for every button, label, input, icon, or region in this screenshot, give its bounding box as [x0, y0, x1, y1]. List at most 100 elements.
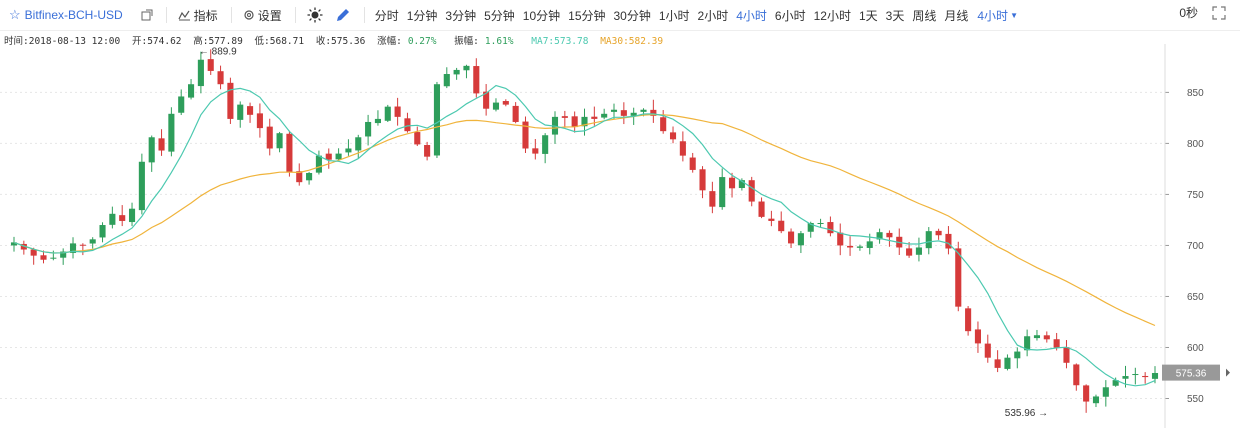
current-price-tag — [1162, 364, 1220, 381]
timeframe-9[interactable]: 4小时 — [736, 8, 767, 23]
candle-body — [837, 232, 844, 246]
candle-body — [138, 161, 145, 211]
settings-label: 设置 — [257, 8, 282, 23]
y-tick-label: 650 — [1187, 292, 1204, 303]
candle-body — [315, 155, 322, 173]
info-change-value: 0.27% — [407, 36, 437, 47]
refresh-countdown: 0秒 — [1179, 6, 1198, 20]
candle-body — [10, 242, 18, 246]
draw-tool-button[interactable] — [330, 4, 356, 26]
timeframe-0[interactable]: 分时 — [374, 8, 399, 23]
y-tick-label: 850 — [1187, 88, 1204, 99]
candle-body — [1132, 374, 1139, 376]
info-change-label: 涨幅: — [377, 36, 402, 47]
candle-body — [827, 222, 834, 234]
sun-icon — [307, 7, 323, 23]
timeframe-2[interactable]: 3分钟 — [445, 8, 477, 23]
candle-body — [620, 110, 627, 116]
timeframe-dropdown[interactable]: 4小时 ▼ — [972, 4, 1023, 26]
timeframe-14[interactable]: 周线 — [912, 8, 937, 23]
info-change: 涨幅: 0.27% — [377, 36, 442, 47]
candle-body — [247, 106, 254, 115]
candle-body — [669, 132, 677, 140]
timeframe-3[interactable]: 5分钟 — [484, 8, 515, 23]
candle-body — [207, 59, 214, 71]
timeframe-12[interactable]: 1天 — [858, 8, 878, 23]
separator — [363, 7, 365, 23]
candle-body — [158, 138, 165, 151]
candle-body — [453, 69, 460, 75]
candle-body — [414, 132, 421, 145]
popout-button[interactable] — [136, 4, 158, 26]
ohlc-info-bar: 时间:2018-08-13 12:00 开:574.62 高:577.89 低:… — [4, 33, 669, 47]
indicator-label: 指标 — [193, 8, 218, 23]
symbol-selector[interactable]: ☆ Bitfinex-BCH-USD — [4, 4, 128, 26]
candle-body — [788, 231, 795, 244]
candle-body — [1004, 357, 1011, 369]
candle-body — [561, 116, 568, 118]
timeframe-7[interactable]: 1小时 — [658, 8, 690, 23]
candle-body — [797, 233, 804, 246]
candle-body — [463, 65, 470, 71]
candle-body — [689, 157, 696, 170]
y-tick-label: 550 — [1187, 394, 1204, 405]
y-tick-label: 600 — [1187, 343, 1204, 354]
candle-body — [1063, 347, 1070, 363]
candlestick-chart[interactable]: 550 600 650 700 750 800 850 ← 889.9 535.96 → 575.… — [0, 44, 1240, 428]
scroll-right-icon — [1226, 368, 1230, 377]
timeframe-6[interactable]: 30分钟 — [613, 8, 651, 23]
popout-icon — [141, 9, 153, 21]
min-price-label: 535.96 → — [1005, 408, 1048, 419]
candle-body — [502, 101, 509, 105]
y-tick-label: 800 — [1187, 139, 1204, 150]
candle-body — [610, 109, 618, 112]
candle-body — [856, 246, 863, 248]
candle-body — [768, 218, 775, 221]
candle-body — [601, 113, 608, 118]
timeframe-10[interactable]: 6小时 — [774, 8, 806, 23]
candle-body — [394, 106, 401, 117]
candle-body — [1043, 335, 1050, 340]
candle-body — [1122, 376, 1129, 379]
candle-body — [984, 343, 991, 358]
candle-body — [355, 137, 362, 151]
separator — [165, 7, 167, 23]
info-high: 高:577.89 — [193, 36, 243, 47]
star-icon[interactable]: ☆ — [9, 7, 21, 22]
candle-body — [650, 109, 657, 116]
candle-body — [935, 230, 942, 236]
candle-body — [748, 180, 755, 202]
candle-body — [945, 233, 952, 249]
candle-body — [1024, 336, 1031, 351]
theme-toggle[interactable] — [302, 4, 328, 26]
candle-body — [1014, 351, 1021, 359]
candle-body — [1053, 339, 1060, 348]
candle-body — [30, 249, 37, 256]
candle-body — [384, 106, 391, 121]
candle-body — [965, 308, 972, 332]
dropdown-label: 4小时 — [977, 8, 1009, 23]
timeframe-13[interactable]: 3天 — [885, 8, 905, 23]
candle-body — [119, 215, 126, 221]
info-amplitude-label: 振幅: — [454, 36, 479, 47]
chart-toolbar: ☆ Bitfinex-BCH-USD 指标 设置 分时 1分钟 3分钟 5分钟 10分钟… — [0, 0, 1240, 31]
timeframe-8[interactable]: 2小时 — [697, 8, 729, 23]
candle-body — [955, 248, 962, 307]
timeframe-11[interactable]: 12小时 — [813, 8, 851, 23]
candle-body — [1033, 335, 1041, 339]
candle-body — [532, 148, 539, 154]
info-amplitude: 振幅: 1.61% — [454, 36, 519, 47]
fullscreen-icon[interactable] — [1212, 5, 1226, 20]
candle-body — [168, 113, 175, 152]
candle-body — [1083, 385, 1090, 402]
candle-body — [660, 117, 667, 132]
candle-body — [325, 153, 332, 160]
timeframe-5[interactable]: 15分钟 — [568, 8, 606, 23]
indicator-button[interactable]: 指标 — [173, 4, 223, 26]
candle-body — [817, 222, 824, 224]
timeframe-1[interactable]: 1分钟 — [406, 8, 438, 23]
candle-body — [492, 102, 500, 110]
settings-button[interactable]: 设置 — [238, 4, 287, 26]
timeframe-15[interactable]: 月线 — [944, 8, 969, 23]
timeframe-4[interactable]: 10分钟 — [522, 8, 561, 23]
